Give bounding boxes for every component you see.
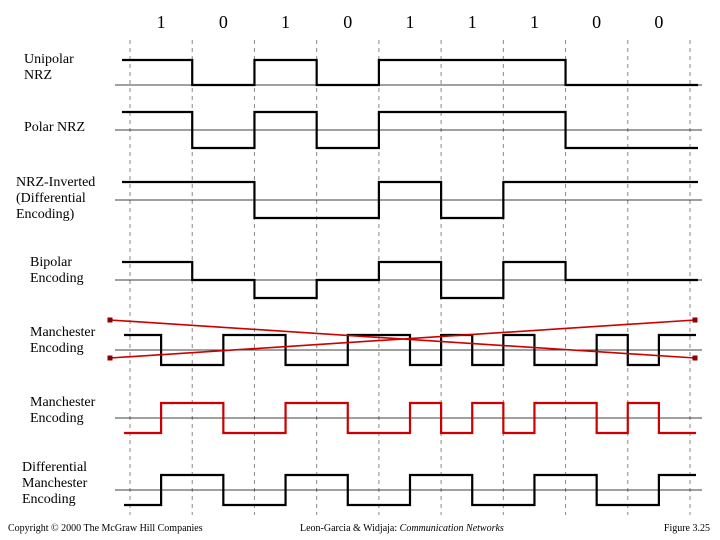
row-label-polar-nrz: Polar NRZ: [24, 120, 85, 136]
bit-label: 0: [649, 12, 669, 33]
figure-number: Figure 3.25: [664, 523, 710, 534]
encoding-diagram: [0, 0, 720, 540]
bit-label: 1: [524, 12, 544, 33]
row-label-manchester-1: ManchesterEncoding: [30, 325, 95, 357]
row-label-unipolar-nrz: UnipolarNRZ: [24, 52, 74, 84]
citation-italic: Communication Networks: [400, 523, 504, 534]
bit-label: 0: [587, 12, 607, 33]
bit-label: 1: [151, 12, 171, 33]
citation-plain: Leon-Garcia & Widjaja:: [300, 523, 400, 534]
copyright-text: Copyright © 2000 The McGraw Hill Compani…: [8, 523, 203, 534]
row-label-manchester-2: ManchesterEncoding: [30, 395, 95, 427]
row-label-diff-manchester: DifferentialManchesterEncoding: [22, 460, 87, 508]
citation-text: Leon-Garcia & Widjaja: Communication Net…: [300, 523, 504, 534]
bit-label: 0: [338, 12, 358, 33]
row-label-nrz-inverted: NRZ-Inverted(DifferentialEncoding): [16, 175, 95, 223]
bit-label: 1: [276, 12, 296, 33]
bit-label: 0: [213, 12, 233, 33]
bit-label: 1: [462, 12, 482, 33]
row-label-bipolar: BipolarEncoding: [30, 255, 84, 287]
bit-label: 1: [400, 12, 420, 33]
